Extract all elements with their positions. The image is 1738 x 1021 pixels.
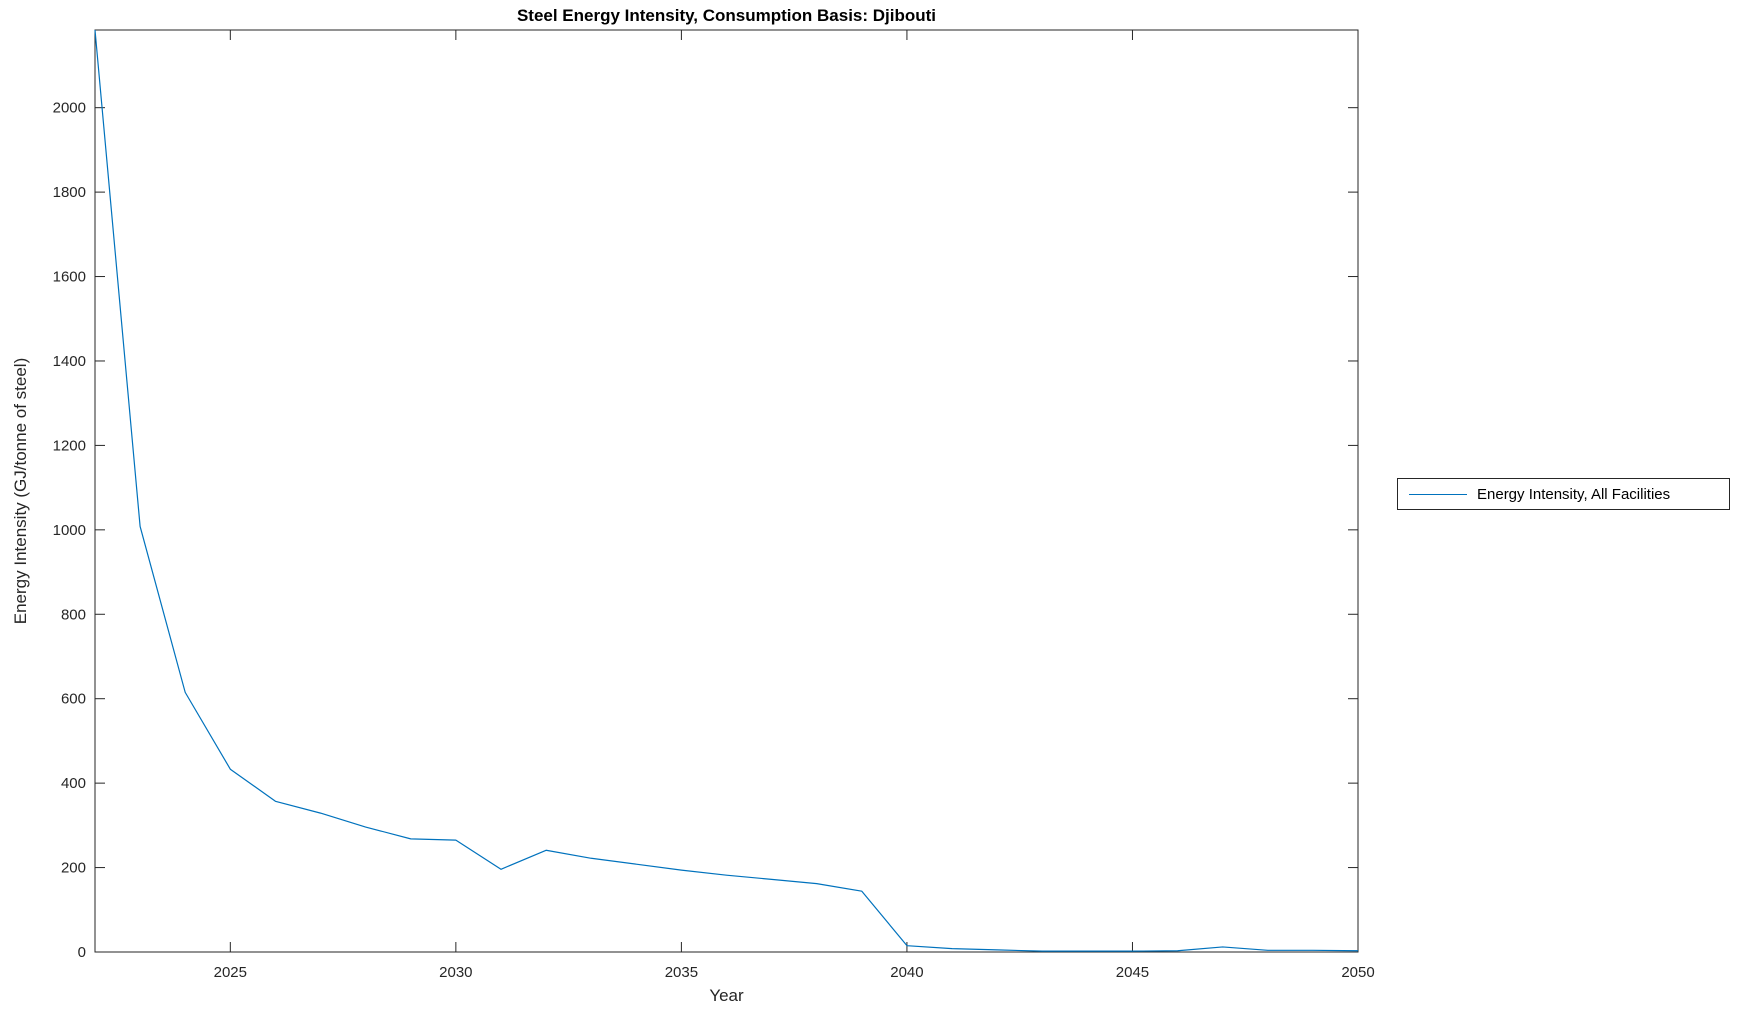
y-tick-label: 1600	[53, 269, 86, 286]
x-tick-label: 2045	[1116, 964, 1149, 981]
y-tick-label: 600	[61, 691, 86, 708]
y-tick-label: 800	[61, 606, 86, 623]
x-tick-label: 2050	[1341, 964, 1374, 981]
y-tick-label: 1200	[53, 437, 86, 454]
y-tick-label: 1400	[53, 353, 86, 370]
legend: Energy Intensity, All Facilities	[1397, 478, 1730, 510]
legend-line-sample	[1409, 493, 1467, 495]
x-tick-label: 2040	[890, 964, 923, 981]
axis-box	[94, 29, 1359, 953]
y-tick-label: 200	[61, 860, 86, 877]
x-tick-label: 2030	[439, 964, 472, 981]
chart-title: Steel Energy Intensity, Consumption Basi…	[516, 6, 937, 25]
legend-label: Energy Intensity, All Facilities	[1477, 485, 1671, 503]
x-axis-label: Year	[709, 986, 744, 1005]
y-tick-label: 1000	[53, 522, 86, 539]
x-tick-label: 2025	[214, 964, 247, 981]
y-tick-label: 1800	[53, 184, 86, 201]
y-tick-label: 0	[78, 944, 86, 961]
y-tick-label: 2000	[53, 100, 86, 117]
y-tick-label: 400	[61, 775, 86, 792]
x-tick-label: 2035	[665, 964, 698, 981]
data-line	[94, 29, 1359, 952]
